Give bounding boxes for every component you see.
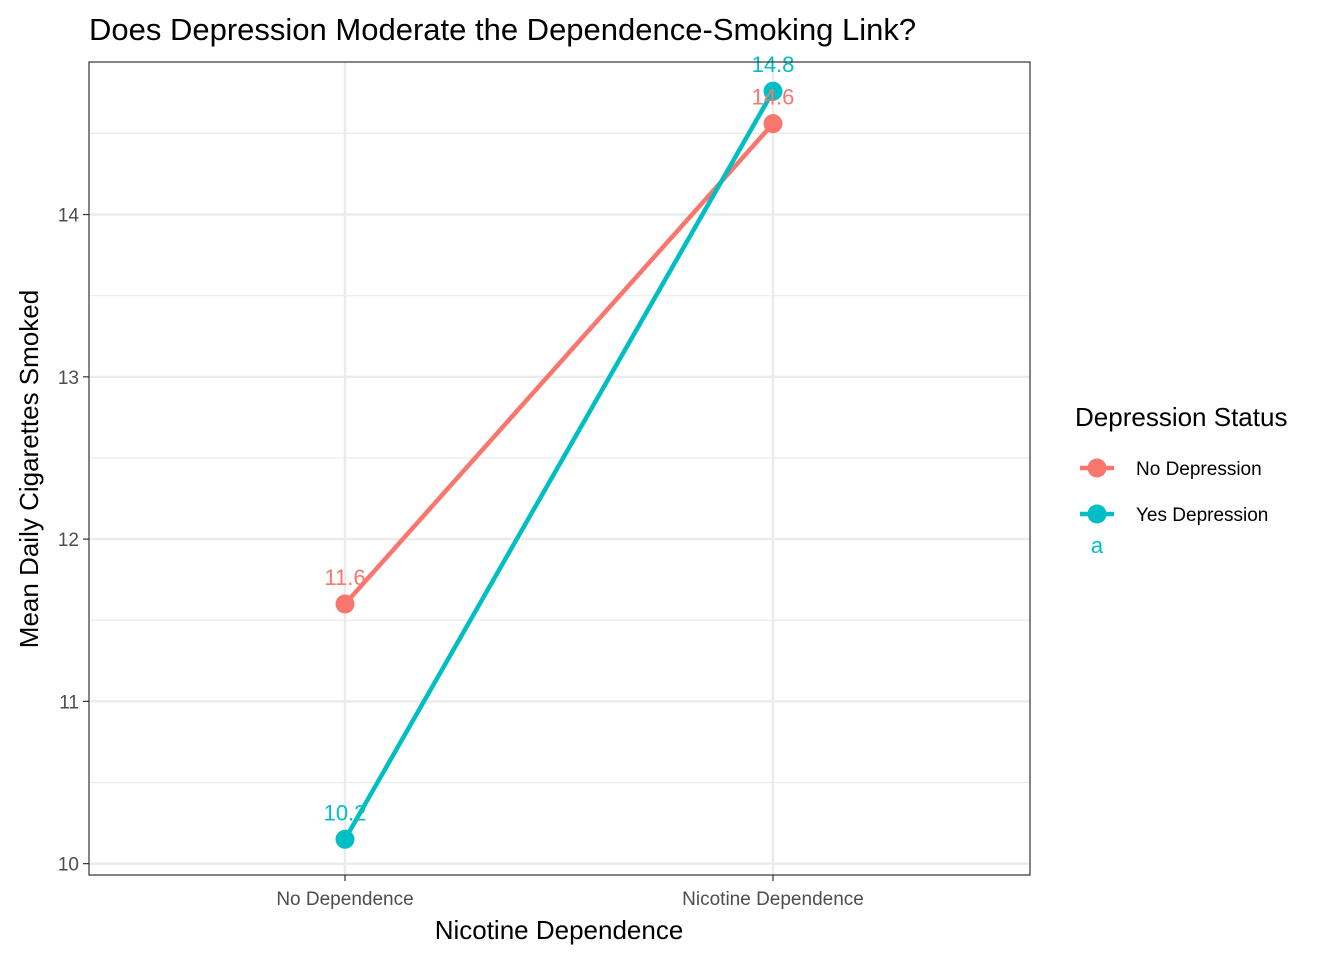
x-axis-title: Nicotine Dependence [435,915,684,945]
legend-extra-text: a [1091,533,1104,558]
y-tick-label: 12 [58,530,79,551]
series-line [343,90,775,841]
x-tick-label: No Dependence [276,889,413,910]
data-point [763,114,783,134]
data-label: 14.6 [752,85,795,110]
y-tick-label: 14 [58,206,80,227]
data-point [763,81,783,101]
data-label: 11.6 [324,565,365,590]
y-axis: 10 11 12 13 14 [58,206,89,876]
data-label: 10.2 [324,800,367,825]
chart-title: Does Depression Moderate the Dependence-… [89,12,916,47]
data-point [335,829,355,849]
x-tick-label: Nicotine Dependence [682,889,864,910]
y-tick-label: 11 [59,692,79,713]
x-axis: No Dependence Nicotine Dependence [276,875,864,910]
y-axis-title: Mean Daily Cigarettes Smoked [14,290,44,648]
panel-border [88,61,1031,876]
legend: Depression Status No Depression Yes Depre… [1075,402,1287,558]
legend-key-point [1087,458,1107,478]
legend-key-point [1087,504,1107,524]
series-line [343,122,775,606]
series-group: 11.6 14.6 10.2 14.8 [324,52,795,849]
y-tick-label: 13 [58,368,79,389]
legend-label: Yes Depression [1136,505,1268,526]
legend-title: Depression Status [1075,402,1287,432]
data-point [335,594,355,614]
y-tick-label: 10 [58,855,79,876]
data-label: 14.8 [752,52,795,77]
legend-label: No Depression [1136,459,1262,480]
grid [89,62,1030,875]
